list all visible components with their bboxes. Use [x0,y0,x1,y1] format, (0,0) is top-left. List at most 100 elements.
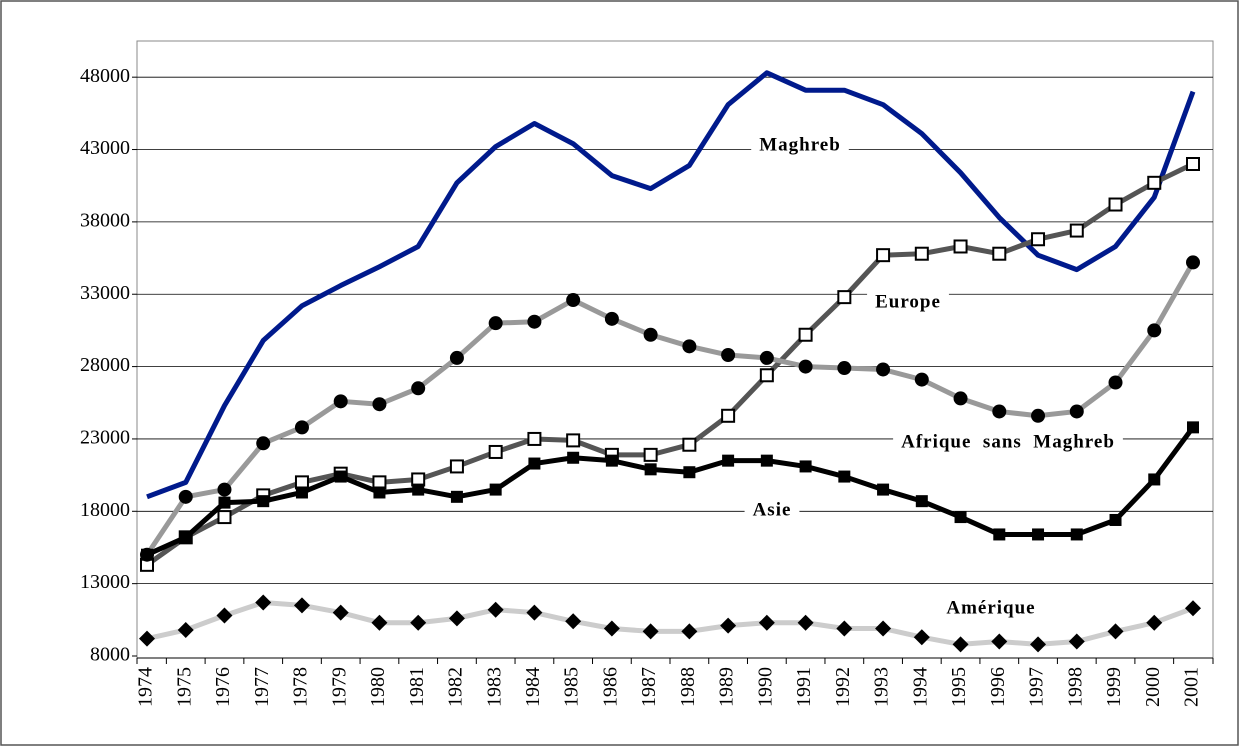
x-tick-label: 1981 [406,667,428,707]
point [527,431,542,446]
x-tick-label: 2001 [1181,667,1203,707]
x-tick-label: 1980 [367,667,389,707]
point [993,528,1006,541]
point [1186,157,1200,171]
y-tick-label: 48000 [80,65,130,87]
point [565,613,582,630]
point [448,610,465,627]
point [682,339,697,354]
point [257,495,270,508]
point [1108,197,1123,212]
point [526,604,543,621]
point [604,311,619,326]
x-tick-label: 1998 [1064,667,1086,707]
point [566,293,581,308]
x-tick-label: 1994 [909,667,931,707]
point [1109,513,1122,526]
y-tick-label: 23000 [80,427,130,449]
point [721,408,736,423]
point [914,246,929,261]
point [1069,223,1084,238]
point [683,466,696,479]
x-tick-label: 1978 [290,667,312,707]
series-line [144,261,1196,557]
series-line [146,599,1194,647]
x-tick-label: 1986 [599,667,621,707]
x-tick-label: 1983 [483,667,505,707]
point [139,630,155,647]
x-tick-label: 1996 [987,667,1009,707]
point [642,623,659,640]
point [1070,528,1083,541]
plot-area [136,40,1214,659]
point [449,459,464,474]
series-line [145,161,1195,567]
point [449,350,464,365]
series-label: Afrique sans Maghreb [901,431,1115,452]
point [644,463,657,476]
point [1187,421,1199,434]
point [1108,375,1123,390]
point [875,620,892,637]
y-tick-label: 8000 [90,644,130,666]
point [373,486,386,499]
point [527,314,542,329]
point [837,290,852,305]
point [759,350,774,365]
y-tick-label: 28000 [80,354,130,376]
point [256,436,271,451]
point [410,614,427,631]
series-label: Europe [875,291,941,312]
label-background [893,429,1123,455]
point [528,457,541,470]
point [489,483,502,496]
point [1148,473,1161,486]
x-tick-label: 1976 [212,667,234,707]
label-background [751,132,849,158]
point [1186,255,1200,270]
point [836,620,853,637]
point [1147,175,1162,190]
point [566,433,581,448]
point [991,633,1008,650]
y-tick-label: 18000 [80,499,130,521]
point [567,451,580,464]
point [1069,404,1084,419]
point [487,601,504,618]
x-tick-label: 1990 [754,667,776,707]
y-tick-label: 13000 [80,571,130,593]
x-tick-label: 1995 [948,667,970,707]
point [681,623,698,640]
point [371,614,388,631]
x-tick-label: 1977 [251,667,273,707]
point [333,394,348,409]
point [1185,600,1201,617]
point [797,614,814,631]
point [954,511,967,524]
point [217,510,232,525]
point [722,454,735,467]
point [876,248,891,263]
point [992,404,1007,419]
point [334,470,347,483]
y-tick-label: 38000 [80,209,130,231]
y-tick-label: 33000 [80,282,130,304]
point [1031,232,1046,247]
point [1068,633,1085,650]
label-background [744,497,800,523]
point [178,489,193,504]
x-tick-label: 1997 [1026,667,1048,707]
y-tick-label: 43000 [80,137,130,159]
x-tick-label: 1985 [561,667,583,707]
x-tick-label: 1984 [522,667,544,707]
point [992,246,1007,261]
x-tick-label: 1988 [677,667,699,707]
point [372,397,387,412]
point [294,420,309,435]
point [914,372,929,387]
series-label: Asie [753,499,792,520]
point [799,460,812,473]
point [758,614,775,631]
point [798,327,813,342]
point [217,482,232,497]
